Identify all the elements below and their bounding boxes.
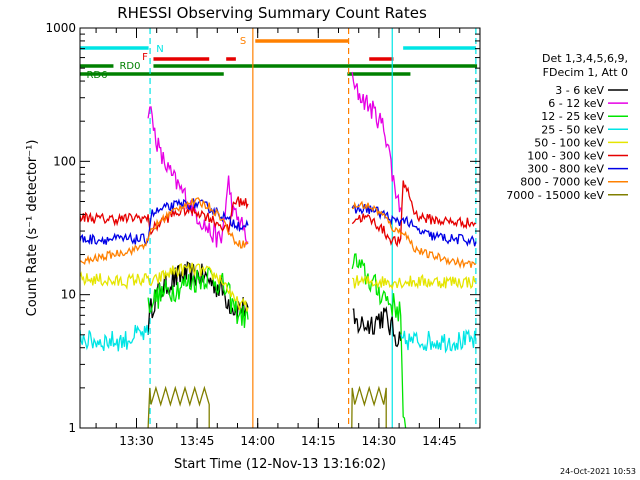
y-tick-label: 10 [61,288,76,302]
legend-label: 800 - 7000 keV [520,176,604,189]
flag-label-rd6: RD6 [86,70,107,81]
axes: 1 10 100 1000 13:30 13:45 14:00 14:15 14:30 14:45 [45,21,481,448]
plot-frame [79,27,481,429]
legend: Det 1,3,4,5,6,9, FDecim 1, Att 0 3 - 6 k… [506,52,628,202]
flag-label-n: N [156,44,163,55]
x-tick-label: 14:45 [422,434,457,448]
x-tick-label: 13:45 [180,434,215,448]
legend-label: 6 - 12 keV [548,97,604,110]
legend-header-line-1: Det 1,3,4,5,6,9, [542,52,628,65]
x-axis-label: Start Time (12-Nov-13 13:16:02) [174,457,386,472]
series-line [147,253,407,428]
legend-label: 7000 - 15000 keV [506,189,604,202]
y-axis-label: Count Rate (s⁻¹ detector⁻¹) [25,140,40,317]
x-tick-label: 14:00 [240,434,275,448]
y-tick-label: 1000 [45,21,76,35]
legend-header-line-2: FDecim 1, Att 0 [543,66,628,79]
x-tick-label: 14:15 [301,434,336,448]
y-tick-label: 1 [68,421,76,435]
flag-label-s: S [240,36,246,47]
x-tick-label: 14:30 [362,434,397,448]
legend-label: 3 - 6 keV [555,84,604,97]
series-line [147,71,402,248]
flag-label-f: F [142,52,148,63]
flag-bars [80,39,478,76]
series-line [80,197,477,269]
legend-label: 25 - 50 keV [541,123,604,136]
chart-title: RHESSI Observing Summary Count Rates [117,4,427,22]
series-line [147,385,387,428]
legend-label: 50 - 100 keV [534,136,604,149]
x-tick-label: 13:30 [119,434,154,448]
timestamp: 24-Oct-2021 10:53 [560,467,636,476]
y-tick-label: 100 [53,154,76,168]
legend-label: 300 - 800 keV [527,163,604,176]
legend-label: 100 - 300 keV [527,150,604,163]
legend-label: 12 - 25 keV [541,110,604,123]
series-line [80,261,476,312]
flag-label-rd0: RD0 [119,61,140,72]
series-line [80,324,477,354]
series-layer [80,71,477,428]
